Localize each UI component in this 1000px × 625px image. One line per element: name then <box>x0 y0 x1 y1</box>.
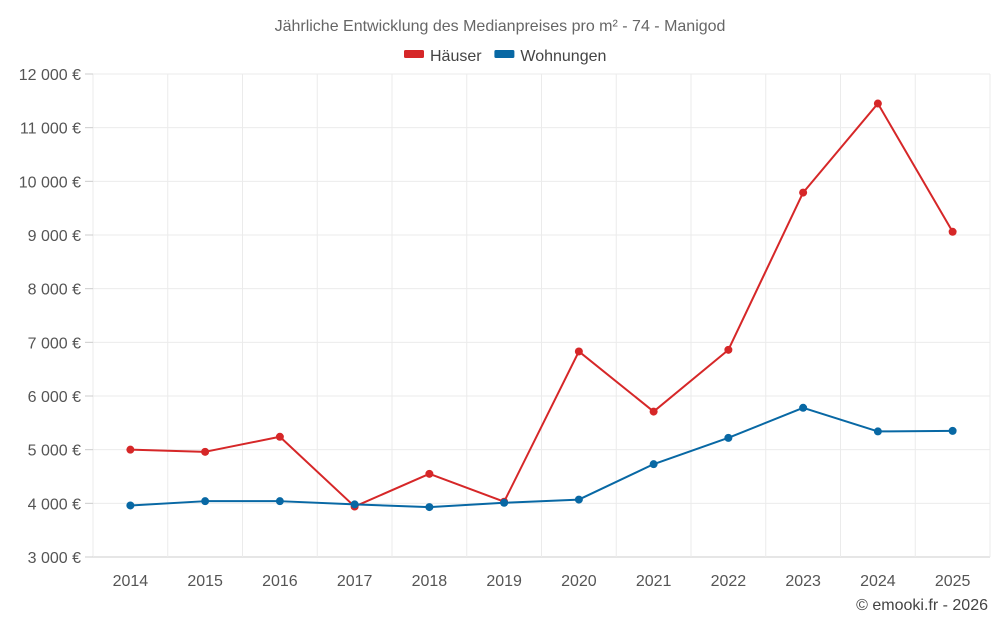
data-point[interactable] <box>799 188 808 197</box>
credit-text: © emooki.fr - 2026 <box>856 597 988 614</box>
data-point[interactable] <box>126 501 135 510</box>
data-point[interactable] <box>799 403 808 412</box>
data-point[interactable] <box>724 345 733 354</box>
y-tick-label: 11 000 € <box>20 121 81 138</box>
y-tick-label: 8 000 € <box>28 282 81 299</box>
data-point[interactable] <box>350 500 359 509</box>
y-tick-label: 7 000 € <box>28 335 81 352</box>
data-point[interactable] <box>201 497 210 506</box>
legend: Häuser Wohnungen <box>404 48 606 65</box>
x-tick-label: 2016 <box>262 573 298 590</box>
x-tick-label: 2023 <box>785 573 821 590</box>
x-tick-label: 2018 <box>412 573 448 590</box>
legend-label: Wohnungen <box>520 48 606 65</box>
x-tick-label: 2017 <box>337 573 373 590</box>
data-point[interactable] <box>275 497 284 506</box>
legend-label: Häuser <box>430 48 482 65</box>
data-point[interactable] <box>275 432 284 441</box>
data-point[interactable] <box>724 433 733 442</box>
y-tick-label: 5 000 € <box>28 443 81 460</box>
series-line <box>130 406 953 509</box>
x-tick-label: 2024 <box>860 573 896 590</box>
data-point[interactable] <box>948 227 957 236</box>
y-tick-label: 6 000 € <box>28 389 81 406</box>
y-tick-label: 10 000 € <box>19 174 81 191</box>
series-line <box>130 102 954 508</box>
y-axis: 3 000 € 4 000 € 5 000 € 6 000 € 7 000 € 8 000… <box>19 67 93 567</box>
grid-lines <box>92 73 991 558</box>
data-point[interactable] <box>500 498 509 507</box>
series-layer <box>126 99 957 512</box>
x-tick-label: 2015 <box>187 573 223 590</box>
legend-item[interactable]: Häuser <box>404 48 482 65</box>
chart-title: Jährliche Entwicklung des Medianpreises … <box>275 18 726 35</box>
x-tick-label: 2019 <box>486 573 522 590</box>
y-tick-label: 9 000 € <box>28 228 81 245</box>
data-point[interactable] <box>649 407 658 416</box>
x-tick-label: 2025 <box>935 573 971 590</box>
data-point[interactable] <box>574 495 583 504</box>
x-axis: 2014 2015 2016 2017 2018 2019 2020 2021 2022 2023… <box>113 573 971 590</box>
series-1 <box>126 403 957 512</box>
y-tick-label: 4 000 € <box>28 496 81 513</box>
y-tick-label: 12 000 € <box>19 67 81 84</box>
data-point[interactable] <box>649 460 658 469</box>
data-point[interactable] <box>873 99 882 108</box>
x-tick-label: 2021 <box>636 573 672 590</box>
y-tick-label: 3 000 € <box>28 550 81 567</box>
data-point[interactable] <box>948 426 957 435</box>
data-point[interactable] <box>574 347 583 356</box>
x-tick-label: 2022 <box>711 573 747 590</box>
legend-swatch <box>494 50 515 58</box>
series-0 <box>126 99 957 511</box>
x-tick-label: 2020 <box>561 573 597 590</box>
data-point[interactable] <box>425 469 434 478</box>
data-point[interactable] <box>425 503 434 512</box>
data-point[interactable] <box>201 447 210 456</box>
data-point[interactable] <box>126 445 135 454</box>
x-tick-label: 2014 <box>113 573 149 590</box>
data-point[interactable] <box>873 427 882 436</box>
legend-item[interactable]: Wohnungen <box>494 48 606 65</box>
legend-swatch <box>404 50 424 58</box>
